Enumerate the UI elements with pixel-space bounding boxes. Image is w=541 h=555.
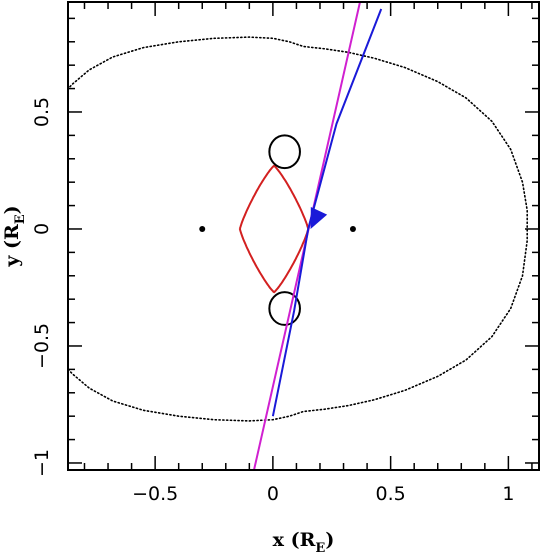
tick-labels: −0.5 0 0.5 1 −1 −0.5 0 0.5: [31, 97, 514, 505]
lens-point: [349, 225, 356, 232]
x-axis-label-sub: E: [315, 541, 325, 555]
x-axis-label: x (RE): [273, 529, 335, 555]
axes-frame: [67, 1, 540, 471]
y-tick-label: −0.5: [31, 323, 53, 369]
lens-point: [199, 225, 206, 232]
y-tick-label: 0: [31, 223, 53, 235]
y-axis-label-sub: E: [13, 214, 28, 224]
x-tick-label: 1: [502, 483, 514, 505]
planetary-caustic: [268, 291, 301, 326]
x-axis-label-close: ): [325, 529, 334, 551]
blue-track: [271, 8, 383, 417]
planetary-caustic: [268, 134, 301, 170]
plot-area: [68, 2, 528, 470]
x-axis-label-main: x (R: [273, 529, 316, 551]
central-caustic: [238, 164, 310, 294]
x-tick-label: 0.5: [376, 483, 406, 505]
direction-arrow: [310, 207, 328, 229]
critical-curve: [68, 36, 528, 422]
x-tick-label: 0: [267, 483, 279, 505]
y-tick-label: 0.5: [31, 97, 53, 127]
y-tick-label: −1: [31, 449, 53, 477]
plot-frame: [67, 1, 540, 471]
y-axis-label: y (RE): [1, 205, 28, 267]
y-axis-label-main: y (R: [1, 224, 23, 268]
plot-marks: [68, 2, 528, 470]
ticks: [68, 2, 539, 470]
x-tick-label: −0.5: [132, 483, 178, 505]
y-axis-label-close: ): [1, 205, 23, 214]
